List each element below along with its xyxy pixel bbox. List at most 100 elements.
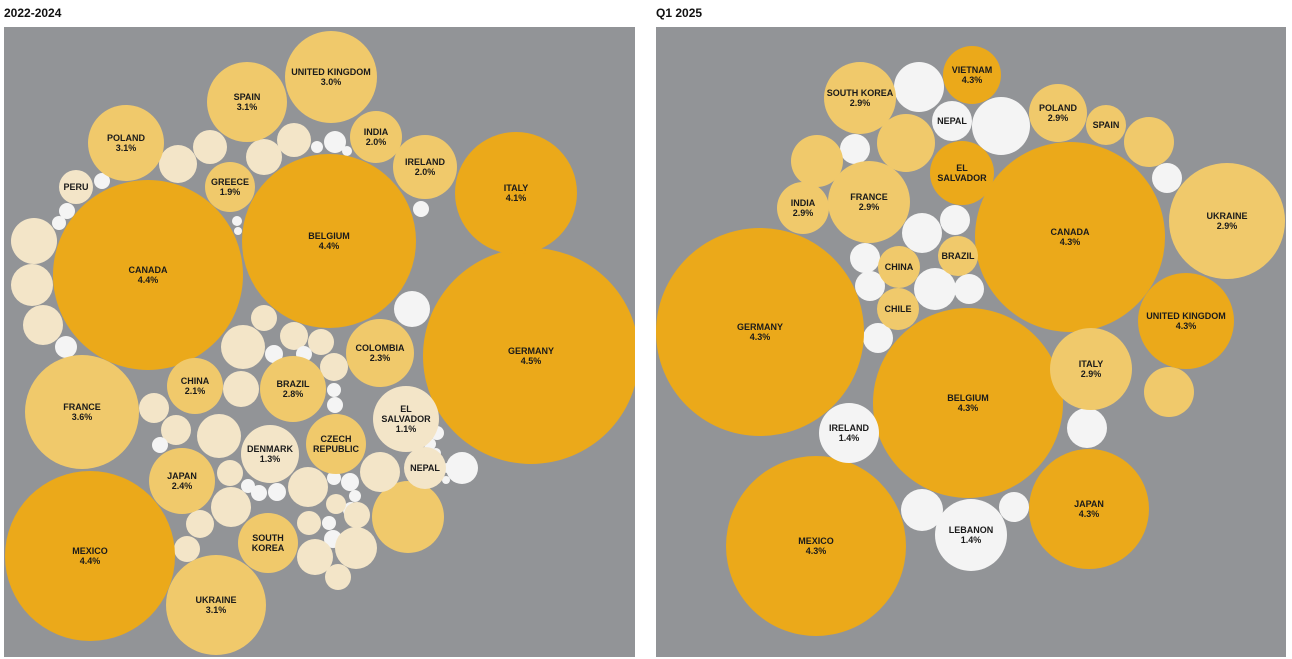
bubble-japan: [149, 448, 215, 514]
bubble-label-spain: SPAIN: [1093, 120, 1120, 130]
bubble-value-italy: 4.1%: [506, 193, 527, 203]
bubble-poland: [88, 105, 164, 181]
minor-bubble-3: [246, 139, 282, 175]
minor-bubble-16: [901, 489, 943, 531]
minor-bubble-15: [232, 216, 242, 226]
bubble-label-south-korea: KOREA: [252, 543, 285, 553]
bubble-value-brazil: 2.8%: [283, 389, 304, 399]
bubble-label-canada: CANADA: [129, 265, 168, 275]
bubble-value-belgium: 4.4%: [319, 241, 340, 251]
bubble-label-france: FRANCE: [850, 192, 888, 202]
minor-bubble-48: [344, 502, 370, 528]
bubble-label-poland: POLAND: [107, 133, 146, 143]
bubble-label-belgium: BELGIUM: [947, 393, 989, 403]
bubble-france: [25, 355, 139, 469]
minor-bubble-46: [297, 511, 321, 535]
bubble-value-poland: 3.1%: [116, 143, 137, 153]
bubble-label-greece: GREECE: [211, 177, 249, 187]
bubble-italy: [1050, 328, 1132, 410]
minor-bubble-4: [791, 135, 843, 187]
bubble-label-denmark: DENMARK: [247, 444, 293, 454]
bubble-value-germany: 4.5%: [521, 356, 542, 366]
bubble-value-poland: 2.9%: [1048, 113, 1069, 123]
minor-bubble-9: [11, 264, 53, 306]
minor-bubble-9: [850, 243, 880, 273]
bubble-united-kingdom: [285, 31, 377, 123]
bubble-label-poland: POLAND: [1039, 103, 1078, 113]
bubble-ukraine: [166, 555, 266, 655]
bubble-india: [777, 182, 829, 234]
minor-bubble-32: [327, 383, 341, 397]
bubble-belgium: [873, 308, 1063, 498]
minor-bubble-38: [268, 483, 286, 501]
bubble-label-south-korea: SOUTH: [252, 533, 284, 543]
minor-bubble-55: [174, 536, 200, 562]
bubble-spain: [207, 62, 287, 142]
bubble-value-canada: 4.3%: [1060, 237, 1081, 247]
bubble-ukraine: [1169, 163, 1285, 279]
bubble-label-italy: ITALY: [1079, 359, 1104, 369]
bubble-label-ireland: IRELAND: [405, 157, 445, 167]
bubble-value-united-kingdom: 3.0%: [321, 77, 342, 87]
bubble-label-united-kingdom: UNITED KINGDOM: [291, 67, 371, 77]
minor-bubble-0: [372, 481, 444, 553]
bubble-value-united-kingdom: 4.3%: [1176, 321, 1197, 331]
bubble-germany: [423, 248, 635, 464]
bubble-brazil: [938, 236, 978, 276]
bubble-label-india: INDIA: [791, 198, 816, 208]
bubble-value-mexico: 4.4%: [80, 556, 101, 566]
bubble-value-india: 2.0%: [366, 137, 387, 147]
minor-bubble-42: [349, 490, 361, 502]
minor-bubble-19: [221, 325, 265, 369]
minor-bubble-8: [902, 213, 942, 253]
bubble-label-chile: CHILE: [885, 304, 912, 314]
bubble-chart-2022-2024: GERMANY4.5%CANADA4.4%BELGIUM4.4%MEXICO4.…: [4, 27, 635, 657]
bubble-lebanon: [935, 499, 1007, 571]
bubble-value-colombia: 2.3%: [370, 353, 391, 363]
minor-bubble-10: [23, 305, 63, 345]
bubble-value-vietnam: 4.3%: [962, 75, 983, 85]
bubble-label-south-korea: SOUTH KOREA: [827, 88, 894, 98]
bubble-value-france: 2.9%: [859, 202, 880, 212]
bubble-denmark: [241, 425, 299, 483]
minor-bubble-54: [186, 510, 214, 538]
bubble-label-germany: GERMANY: [737, 322, 783, 332]
bubble-value-italy: 2.9%: [1081, 369, 1102, 379]
minor-bubble-4: [277, 123, 311, 157]
bubble-value-greece: 1.9%: [220, 187, 241, 197]
minor-bubble-15: [1067, 408, 1107, 448]
bubble-value-mexico: 4.3%: [806, 546, 827, 556]
minor-bubble-2: [877, 114, 935, 172]
bubble-japan: [1029, 449, 1149, 569]
bubble-label-lebanon: LEBANON: [949, 525, 994, 535]
bubble-value-denmark: 1.3%: [260, 454, 281, 464]
bubble-value-ukraine: 3.1%: [206, 605, 227, 615]
minor-bubble-56: [446, 452, 478, 484]
bubble-value-ukraine: 2.9%: [1217, 221, 1238, 231]
minor-bubble-61: [442, 476, 450, 484]
minor-bubble-27: [139, 393, 169, 423]
bubble-value-china: 2.1%: [185, 386, 206, 396]
bubble-label-nepal: NEPAL: [410, 463, 440, 473]
bubble-label-brazil: BRAZIL: [277, 379, 310, 389]
bubble-label-japan: JAPAN: [1074, 499, 1104, 509]
bubble-el-salvador: [373, 386, 439, 452]
bubble-greece: [205, 162, 255, 212]
minor-bubble-3: [840, 134, 870, 164]
chart-title-2022-2024: 2022-2024: [4, 6, 62, 20]
bubble-value-germany: 4.3%: [750, 332, 771, 342]
bubble-label-colombia: COLOMBIA: [356, 343, 405, 353]
bubble-value-ireland: 2.0%: [415, 167, 436, 177]
minor-bubble-13: [52, 216, 66, 230]
minor-bubble-14: [1144, 367, 1194, 417]
bubble-united-kingdom: [1138, 273, 1234, 369]
bubble-brazil: [260, 356, 326, 422]
minor-bubble-34: [217, 460, 243, 486]
minor-bubble-5: [1124, 117, 1174, 167]
minor-bubble-52: [360, 452, 400, 492]
minor-bubble-41: [341, 473, 359, 491]
minor-bubble-30: [152, 437, 168, 453]
bubble-label-italy: ITALY: [504, 183, 529, 193]
bubble-label-brazil: BRAZIL: [942, 251, 975, 261]
bubble-ireland: [393, 135, 457, 199]
